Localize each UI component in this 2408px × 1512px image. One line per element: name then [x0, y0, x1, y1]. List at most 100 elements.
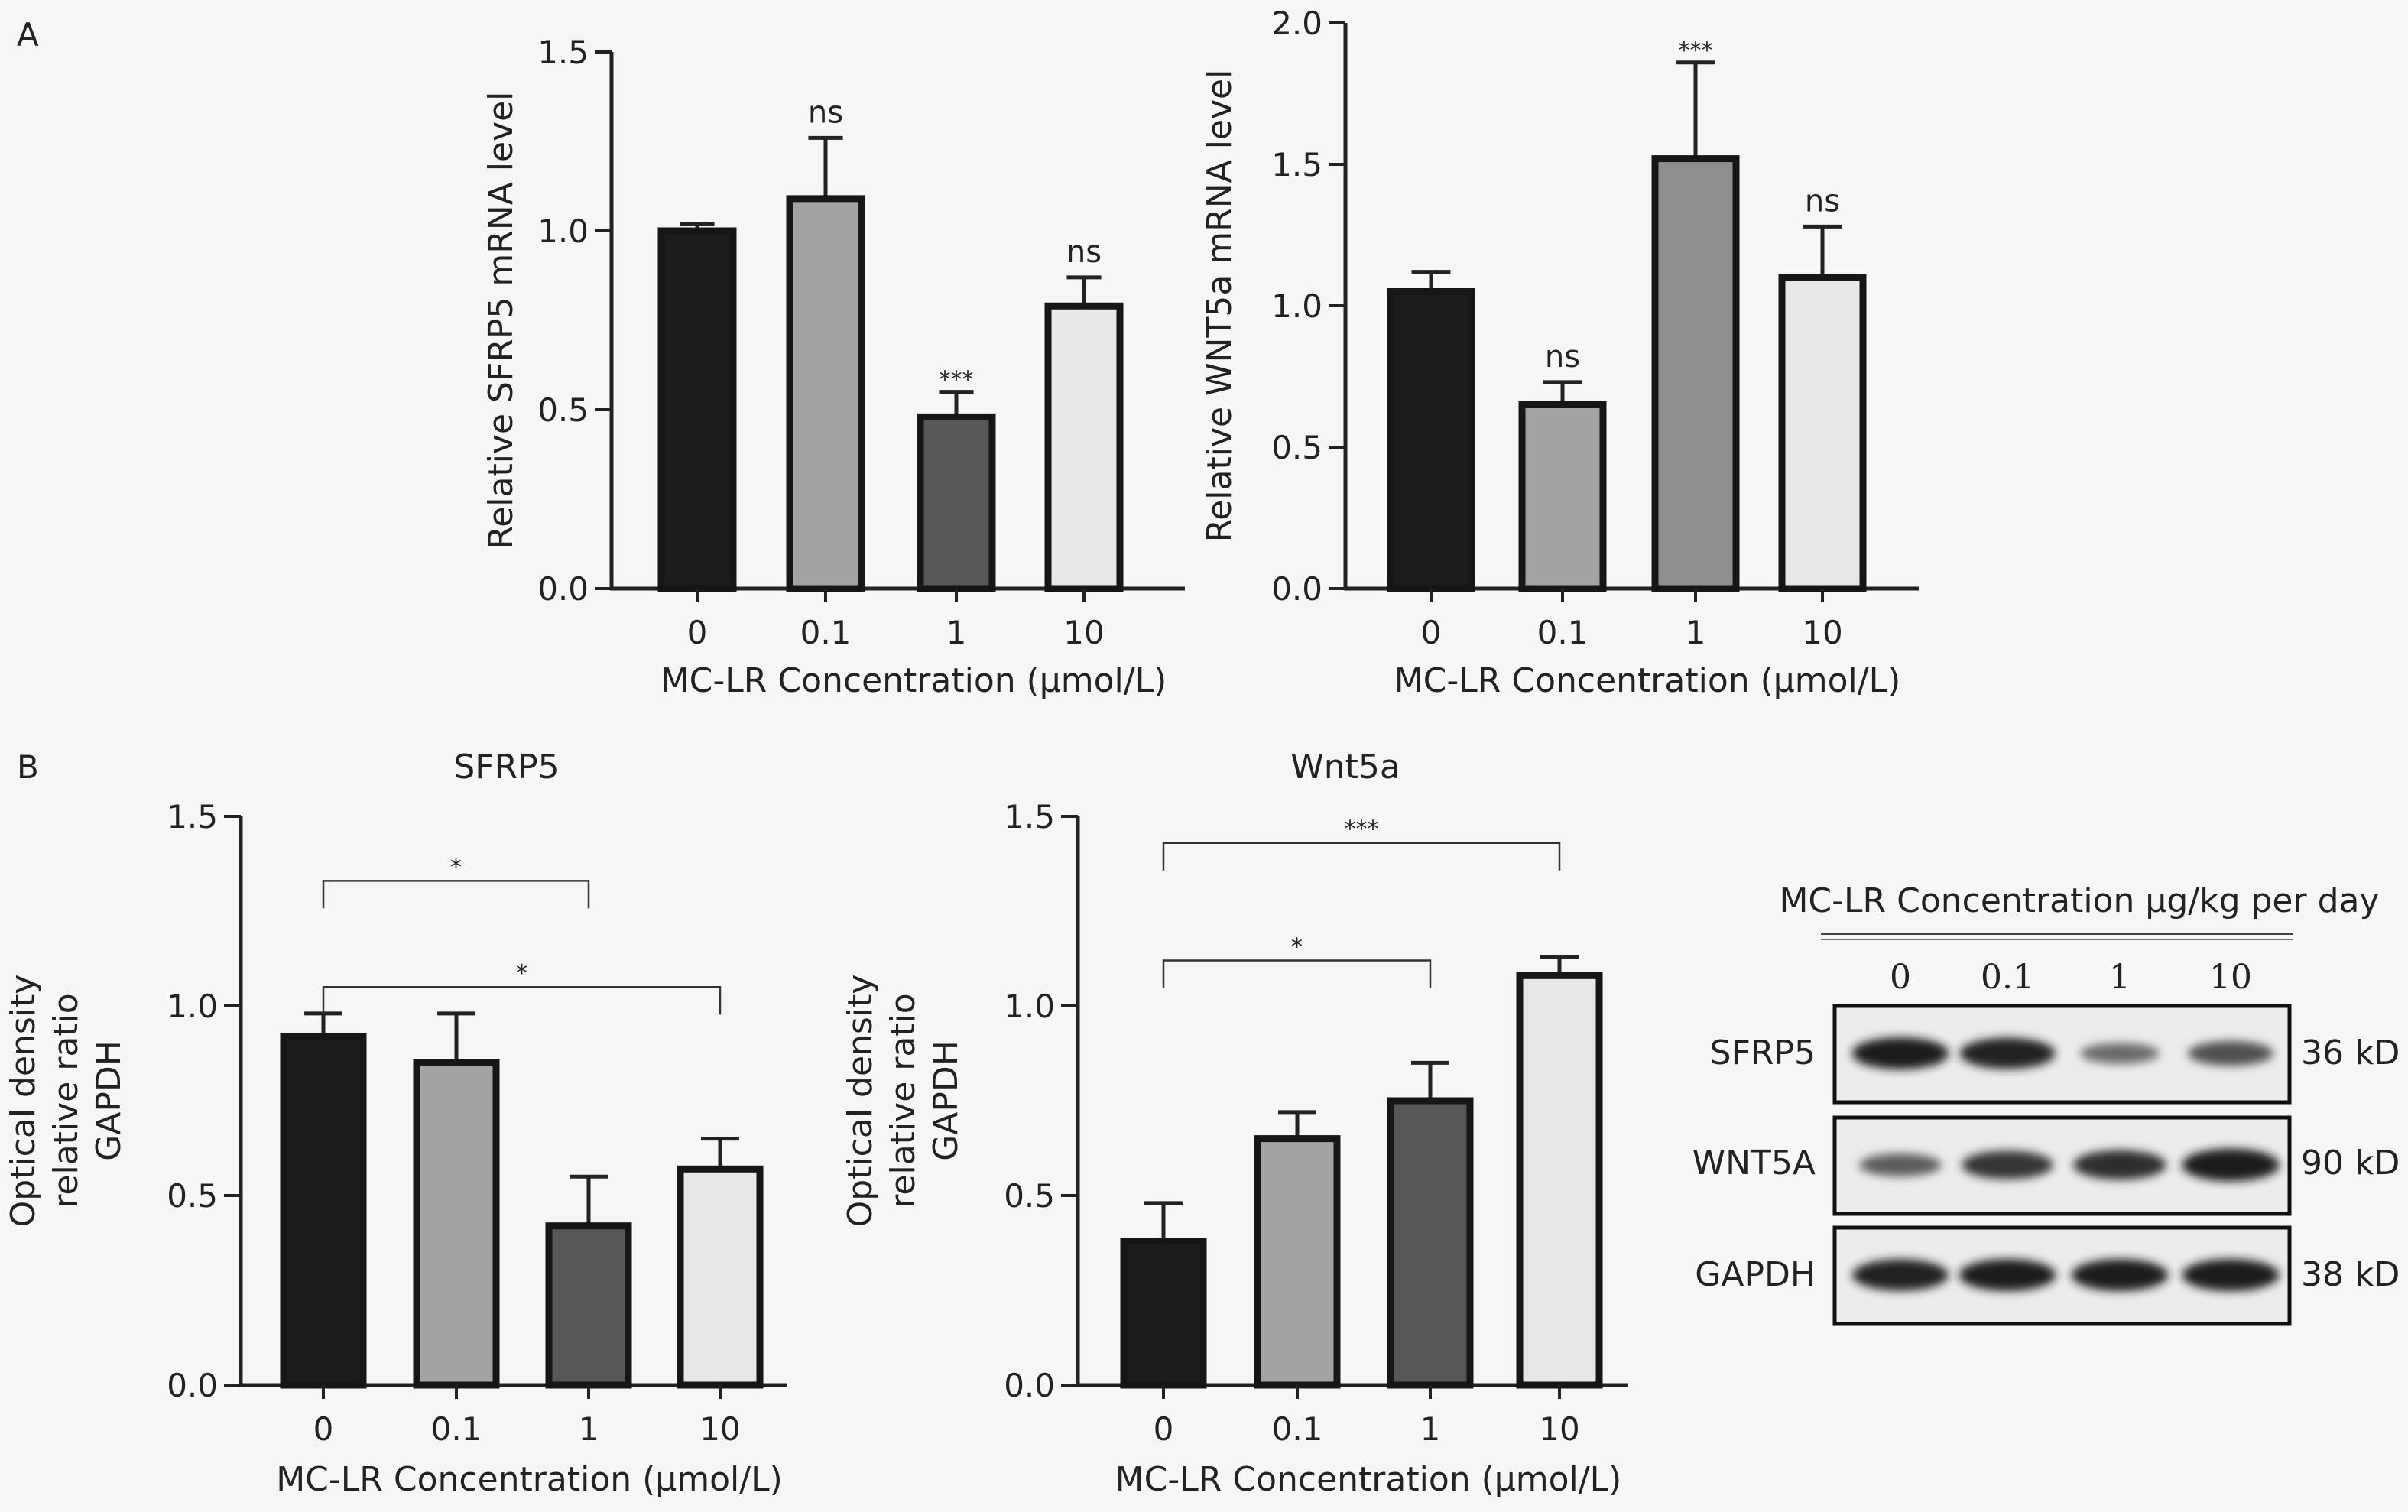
blot-size-label: 90 kD [2301, 1144, 2400, 1183]
bar [1120, 1238, 1207, 1389]
significance-label: ns [808, 95, 843, 130]
blot-protein-label: GAPDH [1695, 1255, 1816, 1294]
x-tick-label: 0 [1421, 614, 1442, 651]
blot-lane-label: 1 [2109, 958, 2131, 997]
bar [545, 1222, 632, 1389]
bar [1516, 972, 1603, 1389]
y-tick-label: 1.0 [167, 988, 218, 1025]
significance-bracket [322, 880, 590, 909]
bar [413, 1059, 500, 1389]
significance-label: * [450, 854, 462, 881]
y-tick-label: 0.5 [1271, 429, 1322, 466]
y-tick-label: 0.5 [1004, 1177, 1055, 1215]
y-axis-label: relative ratio [884, 993, 923, 1208]
y-axis-label: Relative SFRP5 mRNA level [482, 92, 521, 550]
y-tick-label: 0.5 [537, 391, 589, 429]
y-tick-label: 0.0 [1004, 1367, 1055, 1404]
x-tick-label: 10 [1063, 614, 1104, 651]
x-tick-label: 0 [313, 1410, 334, 1448]
y-axis-label: GAPDH [927, 1040, 965, 1161]
bar [1254, 1135, 1341, 1389]
x-tick-label: 10 [1539, 1410, 1579, 1448]
blot-band [2188, 1040, 2273, 1066]
x-axis-label: MC-LR Concentration (μmol/L) [276, 1460, 783, 1499]
y-tick-label: 1.0 [1271, 287, 1322, 325]
y-axis-label: Optical density [841, 975, 880, 1228]
significance-bracket [1162, 959, 1432, 988]
x-tick-label: 1 [579, 1410, 599, 1448]
y-axis-label: GAPDH [89, 1040, 128, 1161]
bar [1044, 302, 1124, 592]
y-axis-label: relative ratio [47, 993, 86, 1208]
bar [917, 413, 996, 592]
y-tick-label: 1.5 [1004, 798, 1055, 835]
x-axis-label: MC-LR Concentration (μmol/L) [1115, 1460, 1622, 1499]
y-tick-label: 0.0 [1271, 570, 1322, 608]
blot-header: MC-LR Concentration μg/kg per day [1779, 881, 2379, 920]
bar [280, 1033, 367, 1389]
bar [677, 1165, 764, 1389]
bar [1778, 274, 1867, 592]
y-tick-label: 1.5 [1271, 146, 1322, 183]
significance-label: ns [1066, 235, 1102, 270]
blot-band [2182, 1258, 2280, 1292]
significance-bracket [322, 985, 722, 1015]
bar [786, 195, 865, 592]
significance-label: ns [1545, 339, 1580, 375]
blot-band [2073, 1150, 2166, 1180]
y-tick-label: 1.5 [537, 34, 589, 71]
blot-band [1959, 1259, 2056, 1291]
chart-wnt5a-optical-density: 0.00.51.01.50 0.1 1 10****MC-LR Concentrati… [841, 748, 1628, 1499]
significance-label: *** [1679, 37, 1713, 64]
bar [1387, 1097, 1474, 1389]
blot-band [1859, 1153, 1942, 1176]
y-tick-label: 0.0 [537, 570, 589, 608]
x-tick-label: 1 [1686, 614, 1706, 651]
x-tick-label: 10 [699, 1410, 740, 1448]
x-tick-label: 0.1 [800, 614, 852, 651]
x-tick-label: 0.1 [431, 1410, 482, 1448]
bar [1518, 401, 1607, 592]
x-tick-label: 0 [1154, 1410, 1174, 1448]
significance-label: *** [1345, 816, 1379, 843]
y-tick-label: 1.0 [537, 213, 589, 250]
bar [657, 227, 737, 592]
chart-relative-sfrp5-mrna: 0.0 0.5 1.0 1.5 0 0.1 ns 1 *** 10 ns MC-LR Concentr… [482, 34, 1185, 700]
blot-band [1851, 1037, 1949, 1069]
x-axis-label: MC-LR Concentration (μmol/L) [660, 661, 1167, 700]
blot-lane-label: 0.1 [1981, 958, 2034, 997]
x-tick-label: 0.1 [1537, 614, 1589, 651]
blot-size-label: 36 kD [2301, 1033, 2400, 1072]
y-axis-label: Optical density [4, 975, 43, 1228]
blot-band [1959, 1037, 2056, 1069]
significance-label: *** [940, 367, 974, 394]
blot-size-label: 38 kD [2301, 1255, 2400, 1294]
x-axis-label: MC-LR Concentration (μmol/L) [1394, 661, 1901, 700]
significance-bracket [1162, 842, 1561, 871]
x-tick-label: 10 [1802, 614, 1842, 651]
blot-lane-label: 0 [1890, 958, 1911, 997]
x-tick-label: 1 [1420, 1410, 1441, 1448]
blot-band [2071, 1259, 2169, 1291]
y-tick-label: 0.0 [167, 1367, 218, 1404]
y-tick-label: 1.0 [1004, 988, 1055, 1025]
significance-label: ns [1805, 183, 1840, 219]
western-blot-panel: MC-LR Concentration μg/kg per day 0 0.1 … [1692, 881, 2400, 1326]
blot-band [1852, 1259, 1949, 1291]
blot-protein-label: SFRP5 [1710, 1033, 1816, 1072]
significance-label: * [1291, 933, 1303, 960]
y-axis-label: Relative WNT5a mRNA level [1200, 70, 1239, 543]
bar [1387, 288, 1475, 592]
panel-b-label: B [17, 748, 39, 786]
x-tick-label: 0 [687, 614, 708, 651]
chart-relative-wnt5a-mrna: 0.0 0.5 1.0 1.5 2.0 0 0.1 ns 1 *** 10 ns MC-LR Conce… [1200, 5, 1919, 700]
y-tick-label: 2.0 [1271, 5, 1322, 42]
blot-lane-label: 10 [2209, 958, 2252, 997]
blot-band [1962, 1150, 2053, 1179]
bar [1651, 155, 1740, 592]
blot-bands [1851, 1037, 2280, 1292]
blot-protein-label: WNT5A [1692, 1144, 1816, 1183]
chart-title: Wnt5a [1290, 748, 1400, 787]
significance-label: * [516, 960, 527, 987]
